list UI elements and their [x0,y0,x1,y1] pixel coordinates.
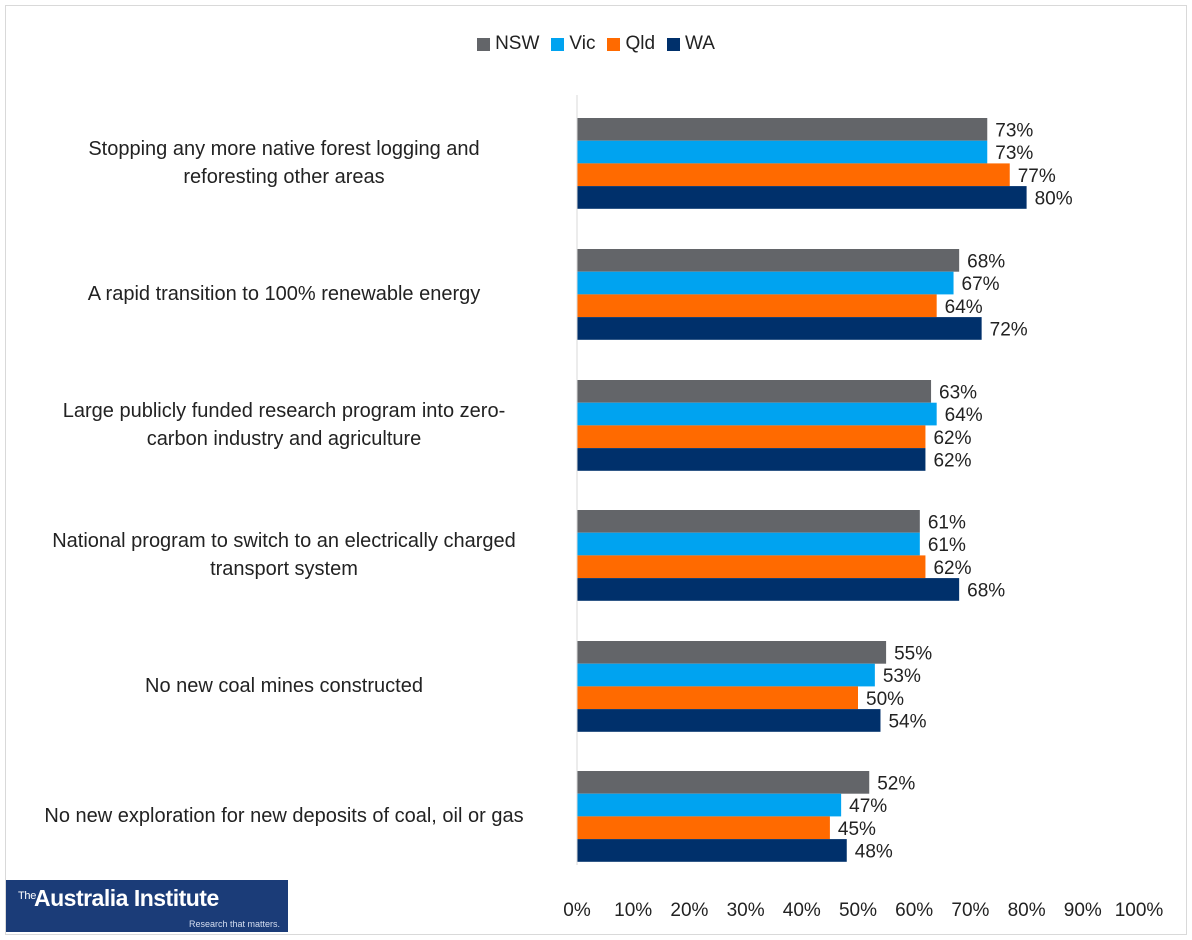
category-label: No new coal mines constructed [10,672,558,700]
bar-qld [577,163,1010,187]
data-label: 61% [928,535,966,556]
legend-label: NSW [495,33,540,54]
chart-legend: NSW Vic Qld WA [0,33,1192,55]
legend-item-wa: WA [667,33,715,55]
x-tick-label: 40% [783,900,821,921]
bar-vic [577,532,920,556]
bar-qld [577,686,858,710]
bar-wa [577,448,926,471]
x-tick-label: 20% [670,900,708,921]
data-label: 47% [849,796,887,817]
data-label: 77% [1018,166,1056,187]
x-tick-label: 30% [727,900,765,921]
bar-qld [577,425,926,449]
data-label: 63% [939,382,977,403]
x-tick-label: 50% [839,900,877,921]
category-label-line: No new exploration for new deposits of c… [44,805,524,828]
bar-nsw [577,641,887,664]
category-label-line: A rapid transition to 100% renewable ene… [87,283,481,306]
data-label: 72% [990,319,1028,340]
data-label: 62% [933,558,971,579]
bar-wa [577,317,982,340]
data-label: 52% [877,773,915,794]
legend-label: Vic [569,33,596,54]
category-label-line: transport system [210,558,358,581]
category-label: National program to switch to an electri… [10,527,558,583]
bar-vic [577,793,842,817]
bar-qld [577,816,830,840]
data-label: 45% [838,819,876,840]
legend-swatch [551,37,565,51]
data-label: 50% [866,689,904,710]
logo-name: Australia Institute [34,885,219,911]
x-tick-label: 60% [895,900,933,921]
bar-nsw [577,510,920,533]
x-tick-label: 0% [563,900,591,921]
category-label-line: carbon industry and agriculture [146,428,422,451]
bar-wa [577,839,847,862]
bar-nsw [577,771,870,794]
data-label: 54% [888,711,926,732]
bar-wa [577,186,1027,209]
legend-swatch [477,37,491,51]
data-label: 64% [945,405,983,426]
legend-item-qld: Qld [607,33,655,55]
data-label: 67% [962,274,1000,295]
x-tick-label: 10% [614,900,652,921]
data-label: 73% [995,120,1033,141]
bar-wa [577,709,881,732]
bar-nsw [577,249,960,272]
category-label-line: Stopping any more native forest logging … [88,138,480,161]
legend-item-vic: Vic [551,33,595,55]
australia-institute-logo: The Australia Institute Research that ma… [6,880,288,932]
bar-vic [577,140,988,164]
data-label: 62% [933,450,971,471]
bar-nsw [577,380,932,403]
x-tick-label: 90% [1064,900,1102,921]
category-label: Stopping any more native forest logging … [10,135,558,191]
bar-wa [577,578,960,601]
legend-label: Qld [625,33,656,54]
data-label: 62% [933,428,971,449]
data-label: 68% [967,580,1005,601]
category-label-line: No new coal mines constructed [145,675,423,698]
bar-vic [577,663,875,687]
logo-prefix: The [18,890,37,902]
x-tick-label: 70% [951,900,989,921]
bar-vic [577,402,937,426]
legend-label: WA [685,33,715,54]
legend-item-nsw: NSW [477,33,539,55]
data-label: 68% [967,251,1005,272]
legend-swatch [667,37,681,51]
x-tick-label: 80% [1008,900,1046,921]
data-label: 61% [928,512,966,533]
bar-vic [577,271,954,295]
category-label: A rapid transition to 100% renewable ene… [10,280,558,308]
category-label-line: National program to switch to an electri… [52,530,516,553]
bar-nsw [577,118,988,141]
x-tick-label: 100% [1115,900,1164,921]
category-label-line: Large publicly funded research program i… [62,400,506,423]
data-label: 73% [995,143,1033,164]
logo-tagline: Research that matters. [188,919,280,929]
legend-swatch [607,37,621,51]
data-label: 64% [945,297,983,318]
chart-frame [5,5,1187,935]
data-label: 55% [894,643,932,664]
data-label: 80% [1035,188,1073,209]
category-label: Large publicly funded research program i… [10,397,558,453]
category-label: No new exploration for new deposits of c… [10,802,558,830]
bar-qld [577,555,926,579]
bar-qld [577,294,937,318]
data-label: 48% [855,841,893,862]
category-label-line: reforesting other areas [183,166,385,189]
data-label: 53% [883,666,921,687]
